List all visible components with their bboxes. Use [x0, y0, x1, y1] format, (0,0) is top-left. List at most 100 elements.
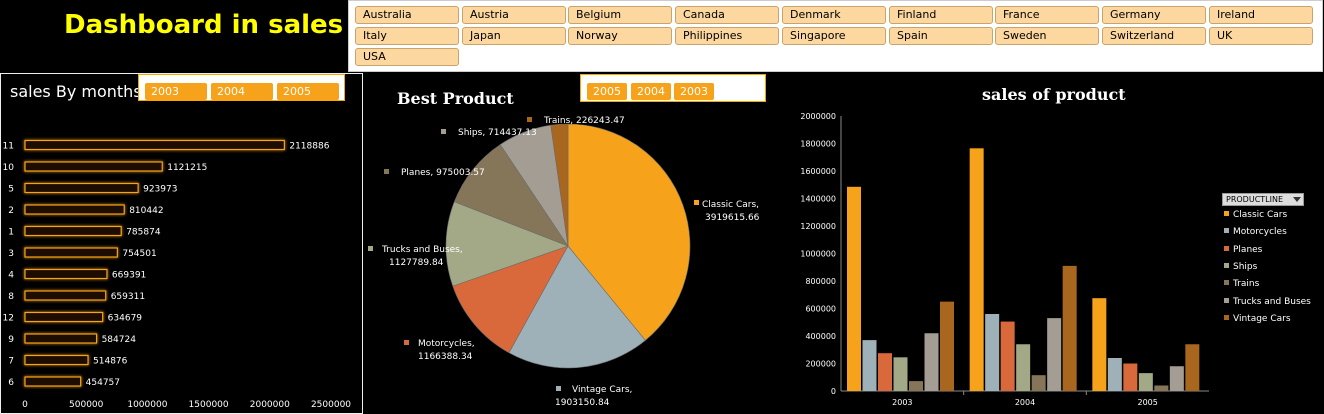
- month-category-label: 1: [8, 228, 14, 238]
- column-bar-ships-2004: [1016, 344, 1031, 391]
- month-value-label: 785874: [126, 228, 161, 238]
- country-button-france[interactable]: France: [995, 6, 1099, 24]
- pie-slice-label: Classic Cars,: [702, 200, 759, 210]
- legend-item-vintage-cars: Vintage Cars: [1224, 314, 1291, 324]
- month-category-label: 7: [8, 357, 14, 367]
- pie-slice-trains: [550, 123, 569, 247]
- productline-filter-label: PRODUCTLINE: [1226, 195, 1284, 204]
- column-bar-trucks-and-buses-2003: [924, 333, 939, 391]
- column-y-tick-label: 2000000: [800, 112, 836, 121]
- month-bar-6: [24, 376, 82, 387]
- month-category-label: 12: [3, 314, 14, 324]
- month-category-label: 3: [8, 249, 14, 259]
- month-category-label: 4: [8, 271, 14, 281]
- productline-filter-dropdown[interactable]: PRODUCTLINE: [1222, 193, 1304, 206]
- legend-item-motorcycles: Motorcycles: [1224, 227, 1287, 237]
- months-x-tick-label: 0: [22, 400, 28, 410]
- column-x-tick-label: 2003: [892, 398, 912, 407]
- legend-swatch: [1224, 245, 1229, 251]
- country-button-usa[interactable]: USA: [355, 48, 459, 66]
- country-button-singapore[interactable]: Singapore: [782, 27, 886, 45]
- pie-slice-label: Trains, 226243.47: [543, 116, 625, 126]
- country-button-germany[interactable]: Germany: [1102, 6, 1206, 24]
- best-product-pie-chart: Classic Cars, 3919615.66 Vintage Cars, 1903…: [368, 116, 760, 408]
- pie-slice-value-label: 1903150.84: [555, 398, 610, 408]
- month-category-label: 6: [8, 378, 14, 388]
- pie-year-2005[interactable]: 2005: [587, 83, 627, 100]
- country-button-ireland[interactable]: Ireland: [1209, 6, 1313, 24]
- legend-swatch: [1224, 228, 1229, 234]
- month-bar-5: [24, 182, 139, 194]
- months-year-2004[interactable]: 2004: [211, 83, 273, 100]
- month-value-label: 810442: [129, 206, 163, 216]
- pie-year-slicer: 2005 2004 2003: [580, 74, 766, 102]
- column-y-tick-label: 1200000: [800, 222, 836, 231]
- month-category-label: 10: [3, 163, 15, 173]
- pie-label-swatch: [527, 117, 532, 122]
- pie-year-2003[interactable]: 2003: [674, 83, 714, 100]
- column-y-tick-label: 1800000: [800, 140, 836, 149]
- month-value-label: 1121215: [167, 163, 207, 173]
- country-button-norway[interactable]: Norway: [568, 27, 672, 45]
- months-year-slicer: 2003 2004 2005: [138, 74, 345, 101]
- country-button-austria[interactable]: Austria: [462, 6, 566, 24]
- pie-slice-trucks-and-buses: [445, 201, 569, 287]
- country-button-belgium[interactable]: Belgium: [568, 6, 672, 24]
- country-button-australia[interactable]: Australia: [355, 6, 459, 24]
- country-slicer: Australia Austria Belgium Canada Denmark Finl…: [348, 0, 1323, 72]
- chevron-down-icon: [1293, 197, 1301, 202]
- legend-item-classic-cars: Classic Cars: [1224, 210, 1287, 220]
- country-button-spain[interactable]: Spain: [889, 27, 993, 45]
- month-bar-12: [24, 311, 104, 323]
- pie-label-swatch: [384, 169, 389, 174]
- month-bar-9: [24, 333, 98, 344]
- pie-slice-label: Ships, 714437.13: [458, 128, 537, 138]
- months-year-2003[interactable]: 2003: [145, 83, 207, 100]
- month-value-label: 454757: [86, 378, 120, 388]
- country-button-denmark[interactable]: Denmark: [782, 6, 886, 24]
- month-value-label: 923973: [143, 185, 177, 195]
- column-bar-motorcycles-2004: [985, 314, 1000, 391]
- legend-label: Trucks and Buses: [1233, 296, 1311, 307]
- pie-year-2004[interactable]: 2004: [631, 83, 671, 100]
- months-year-2005[interactable]: 2005: [277, 83, 339, 100]
- legend-label: Ships: [1233, 261, 1258, 272]
- column-y-tick-label: 0: [831, 387, 836, 396]
- month-category-label: 5: [8, 185, 14, 195]
- column-x-tick-label: 2004: [1015, 398, 1035, 407]
- country-button-switzerland[interactable]: Switzerland: [1102, 27, 1206, 45]
- legend-label: Classic Cars: [1233, 210, 1288, 220]
- country-button-italy[interactable]: Italy: [355, 27, 459, 45]
- legend-item-planes: Planes: [1224, 245, 1262, 255]
- country-button-japan[interactable]: Japan: [462, 27, 566, 45]
- month-value-label: 2118886: [289, 142, 329, 152]
- column-bar-trucks-and-buses-2005: [1169, 366, 1184, 391]
- month-bar-4: [24, 268, 108, 280]
- month-bar-10: [24, 161, 163, 172]
- pie-slice-vintage-cars: [508, 245, 646, 369]
- column-bar-vintage-cars-2005: [1185, 344, 1200, 391]
- country-button-canada[interactable]: Canada: [675, 6, 779, 24]
- legend-label: Trains: [1233, 279, 1260, 290]
- month-bar-11: [24, 139, 285, 151]
- pie-slice-value-label: 3919615.66: [705, 213, 760, 223]
- column-bar-trains-2003: [909, 381, 923, 391]
- column-bar-motorcycles-2005: [1107, 358, 1122, 391]
- pie-label-swatch: [441, 129, 446, 134]
- country-button-finland[interactable]: Finland: [889, 6, 993, 24]
- column-bar-planes-2004: [1000, 321, 1015, 391]
- legend-swatch: [1224, 211, 1229, 216]
- pie-slice-value-label: 1166388.34: [418, 352, 473, 362]
- pie-label-swatch: [694, 200, 699, 205]
- column-y-tick-label: 1600000: [800, 167, 836, 176]
- column-bar-ships-2003: [893, 357, 908, 391]
- month-value-label: 669391: [112, 271, 146, 281]
- month-value-label: 584724: [102, 335, 137, 345]
- pie-slice-label: Trucks and Buses,: [381, 245, 463, 255]
- legend-item-trains: Trains: [1224, 279, 1259, 289]
- column-y-tick-label: 400000: [805, 332, 836, 341]
- legend-swatch: [1224, 314, 1229, 320]
- country-button-sweden[interactable]: Sweden: [995, 27, 1099, 45]
- country-button-philippines[interactable]: Philippines: [675, 27, 779, 45]
- country-button-uk[interactable]: UK: [1209, 27, 1313, 45]
